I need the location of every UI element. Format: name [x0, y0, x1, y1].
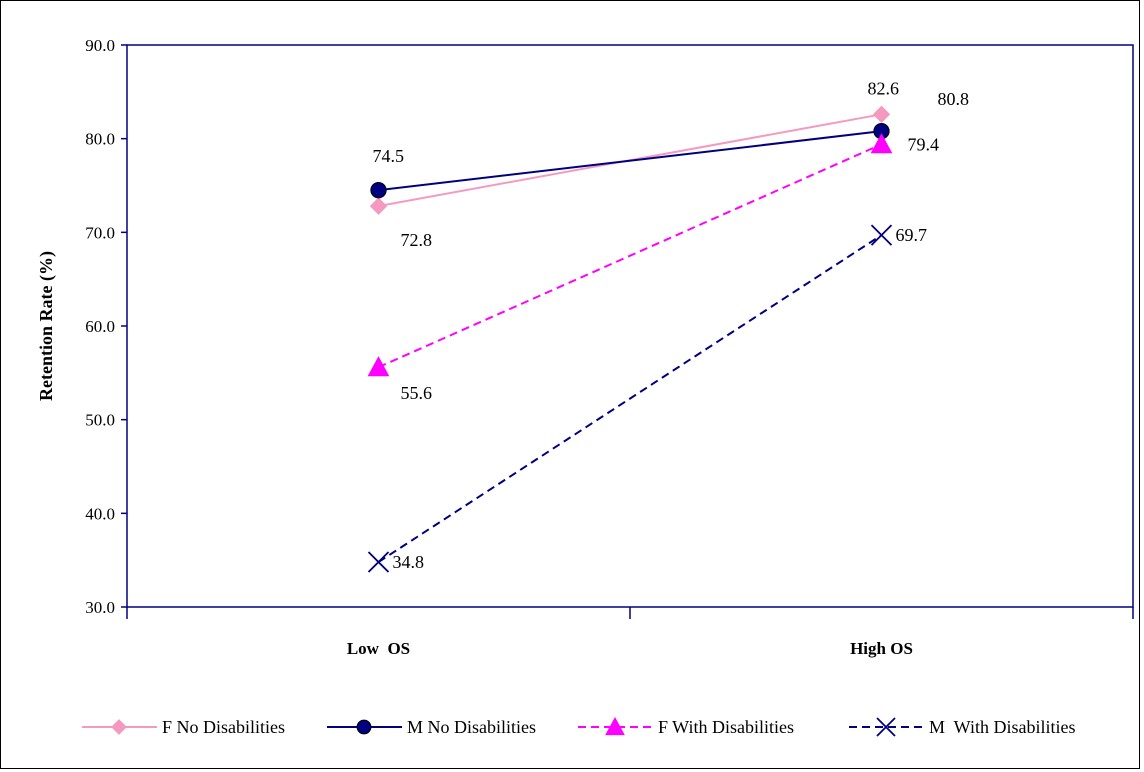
- data-label: 72.8: [401, 230, 433, 250]
- data-label: 79.4: [908, 134, 940, 154]
- legend: F No Disabilities M No Disabilities F With…: [82, 716, 1075, 737]
- y-axis-label: Retention Rate (%): [36, 251, 57, 401]
- legend-label: M With Disabilities: [929, 717, 1075, 737]
- legend-marker: [605, 716, 625, 736]
- series-line: [377, 234, 883, 563]
- legend-label: M No Disabilities: [407, 717, 536, 737]
- series-4: 34.8 69.7: [367, 224, 928, 573]
- data-label: 55.6: [401, 383, 433, 403]
- y-tick-label: 30.0: [85, 598, 115, 617]
- legend-item: M No Disabilities: [327, 717, 536, 737]
- series-line: [378, 143, 882, 369]
- series-3: 55.6 79.4: [367, 133, 940, 403]
- data-point: [369, 197, 388, 215]
- legend-label: F No Disabilities: [162, 717, 285, 737]
- data-point: [367, 356, 390, 377]
- data-point: [872, 105, 891, 124]
- y-tick-label: 40.0: [85, 504, 115, 523]
- series-2: 74.5 80.8: [370, 89, 970, 199]
- data-point: [870, 133, 893, 154]
- legend-marker: [111, 719, 127, 735]
- legend-label: F With Disabilities: [658, 717, 794, 737]
- series-line: [378, 130, 882, 192]
- y-axis: 30.0 40.0 50.0 60.0 70.0 80.0 90.0: [85, 36, 127, 617]
- x-category-label: High OS: [850, 639, 913, 658]
- data-label: 80.8: [938, 89, 970, 109]
- y-tick-label: 50.0: [85, 411, 115, 430]
- series-group: 72.8 82.6 74.5 80.8 55.6 79.4 34.8 69.7: [367, 78, 970, 573]
- legend-item: F With Disabilities: [578, 716, 794, 737]
- y-tick-label: 60.0: [85, 317, 115, 336]
- y-tick-label: 80.0: [85, 130, 115, 149]
- legend-marker: [356, 719, 372, 735]
- data-label: 74.5: [373, 146, 405, 166]
- legend-item: M With Disabilities: [849, 717, 1075, 737]
- y-tick-label: 90.0: [85, 36, 115, 55]
- x-category-label: Low OS: [347, 639, 410, 658]
- data-label: 82.6: [868, 78, 900, 98]
- data-label: 69.7: [896, 225, 928, 245]
- x-axis: Low OS High OS: [126, 607, 1134, 658]
- data-point: [367, 551, 390, 573]
- data-point: [370, 182, 387, 199]
- legend-marker: [876, 717, 896, 737]
- y-tick-label: 70.0: [85, 223, 115, 242]
- legend-item: F No Disabilities: [82, 717, 285, 737]
- data-label: 34.8: [393, 552, 425, 572]
- data-point: [870, 224, 893, 246]
